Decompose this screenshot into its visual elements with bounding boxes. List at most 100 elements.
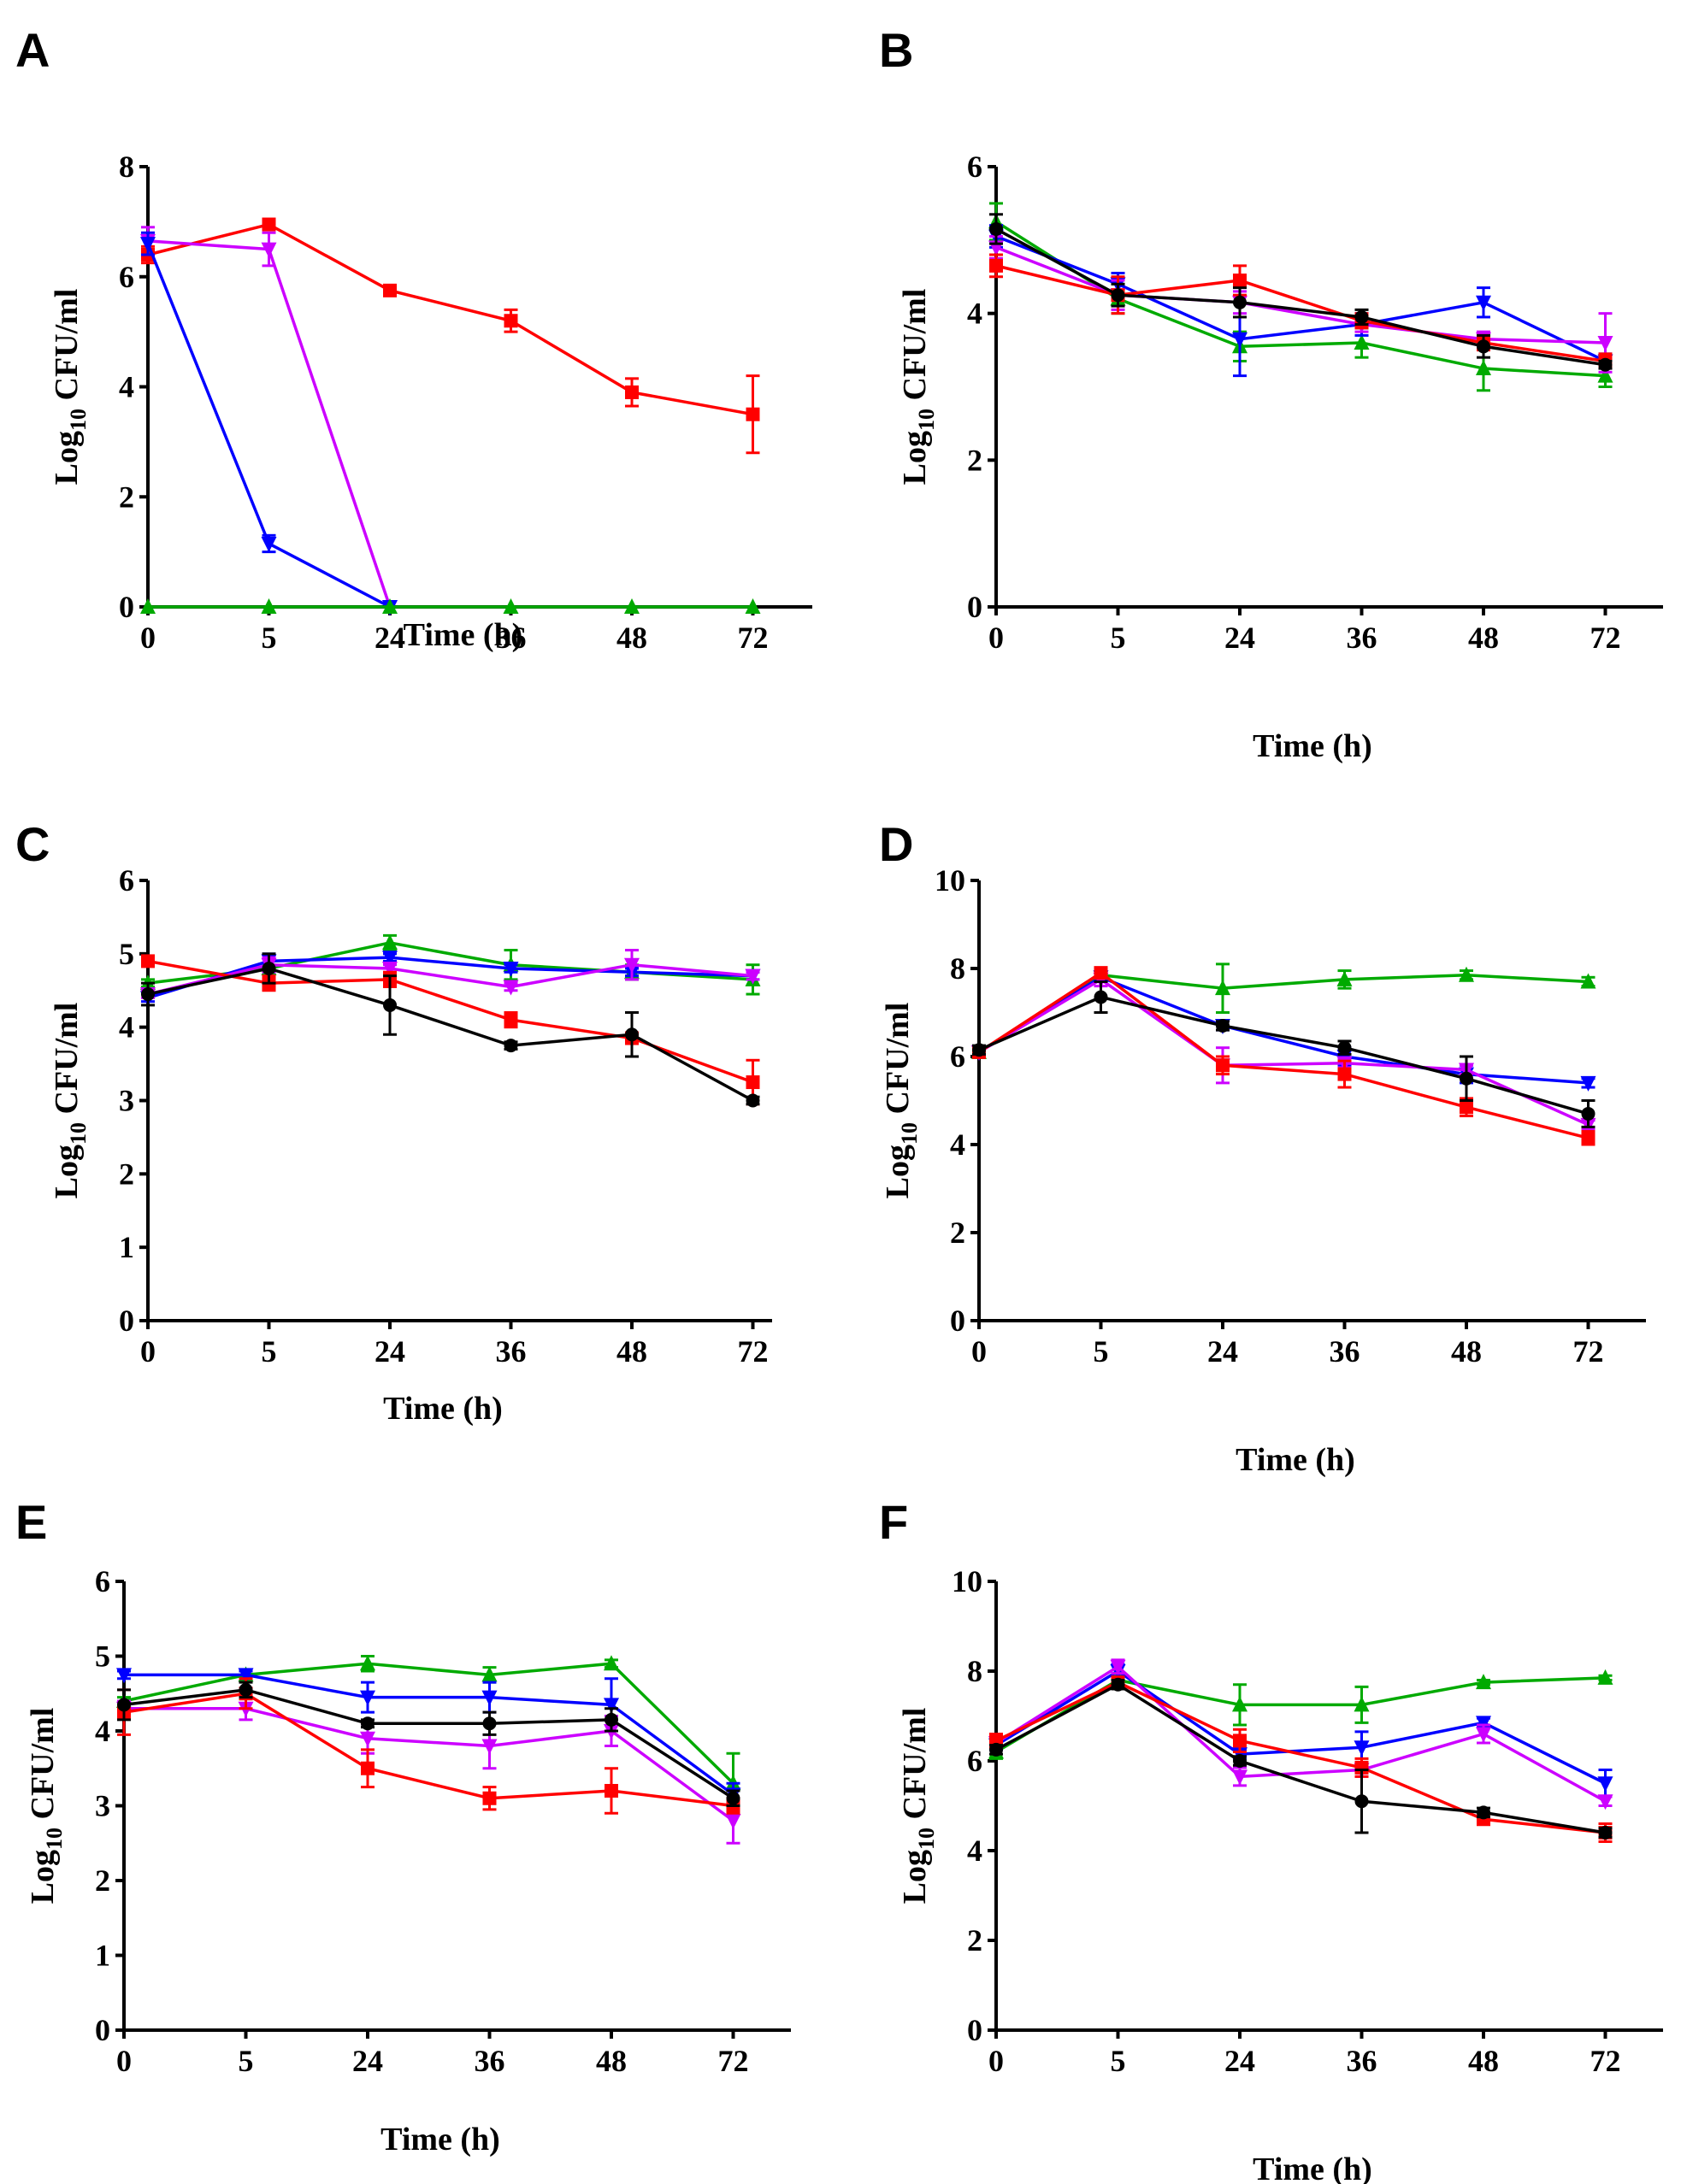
data-point xyxy=(503,980,519,996)
data-point xyxy=(140,237,156,253)
data-point xyxy=(604,1655,619,1671)
x-tick-label: 48 xyxy=(596,2044,627,2078)
y-tick-label: 10 xyxy=(935,863,965,898)
data-point xyxy=(1581,1131,1595,1145)
data-point xyxy=(481,1666,498,1682)
y-axis-title: Log10 CFU/ml xyxy=(25,1708,67,1904)
y-tick-label: 1 xyxy=(95,1939,110,1973)
x-tick-label: 72 xyxy=(718,2044,749,2078)
panel-letter: D xyxy=(879,817,913,871)
x-axis-title: Time (h) xyxy=(1253,2152,1372,2184)
data-point xyxy=(1460,1071,1473,1086)
series-5 xyxy=(117,1681,740,1807)
y-tick-label: 4 xyxy=(967,297,982,331)
series-3 xyxy=(116,1696,741,1845)
data-point xyxy=(1598,357,1613,372)
data-point xyxy=(1459,966,1474,982)
y-tick-label: 6 xyxy=(95,1564,110,1598)
x-tick-label: 72 xyxy=(1590,2044,1621,2078)
data-point xyxy=(382,951,398,967)
series-5 xyxy=(989,213,1613,372)
data-point xyxy=(1460,1100,1473,1115)
y-tick-label: 0 xyxy=(967,2013,982,2047)
data-point xyxy=(1111,1677,1125,1692)
x-tick-label: 5 xyxy=(1094,1334,1109,1369)
series-line xyxy=(995,245,1606,344)
y-tick-label: 2 xyxy=(967,1923,982,1957)
data-point xyxy=(605,1712,618,1727)
data-point xyxy=(624,957,640,974)
data-point xyxy=(262,962,276,975)
data-point xyxy=(1215,980,1230,996)
y-tick-label: 2 xyxy=(119,480,134,514)
data-point xyxy=(1354,309,1369,324)
x-tick-label: 5 xyxy=(262,621,277,655)
data-point xyxy=(1476,1674,1491,1690)
x-tick-label: 72 xyxy=(1573,1334,1604,1369)
series-1 xyxy=(988,202,1613,392)
series-2 xyxy=(971,970,1596,1092)
data-point xyxy=(1476,1727,1491,1743)
series-4 xyxy=(972,966,1595,1146)
data-point xyxy=(1216,1018,1230,1033)
x-tick-label: 24 xyxy=(1207,1334,1238,1369)
y-tick-label: 6 xyxy=(967,150,982,184)
data-point xyxy=(1580,973,1596,989)
data-point xyxy=(1597,336,1613,351)
series-line xyxy=(995,1682,1606,1834)
data-point xyxy=(1233,1734,1247,1748)
series-line xyxy=(147,967,754,1103)
data-point xyxy=(1476,1716,1491,1732)
series-line xyxy=(147,956,753,1000)
data-point xyxy=(605,1784,618,1798)
y-tick-label: 6 xyxy=(967,1744,982,1778)
data-point xyxy=(1233,274,1247,288)
y-tick-label: 8 xyxy=(950,951,965,986)
series-line xyxy=(978,995,1589,1116)
data-point xyxy=(1477,339,1490,354)
panel-letter: A xyxy=(15,23,50,77)
data-point xyxy=(1337,1067,1352,1081)
data-point xyxy=(1477,1805,1490,1820)
data-point xyxy=(1598,1826,1613,1840)
series-line xyxy=(995,220,1606,378)
data-point xyxy=(1597,1794,1613,1810)
y-tick-label: 3 xyxy=(119,1084,134,1118)
data-point xyxy=(261,242,277,258)
data-point xyxy=(1476,360,1491,376)
series-line xyxy=(978,973,1589,1054)
data-point xyxy=(261,598,277,614)
data-point xyxy=(1476,295,1491,311)
x-tick-label: 72 xyxy=(1590,621,1621,655)
x-tick-label: 5 xyxy=(1111,621,1126,655)
chart-panel-e: E 0 1 2 3 4 5 6 0 5 24 36 48 72 Time (h) Log10 CFU/ml xyxy=(15,1495,791,2158)
series-4 xyxy=(989,1675,1613,1843)
x-tick-label: 5 xyxy=(239,2044,254,2078)
data-point xyxy=(504,1039,518,1053)
series-line xyxy=(995,1669,1607,1785)
x-axis-title: Time (h) xyxy=(404,617,523,653)
chart-panel-c: C 0 1 2 3 4 5 6 0 5 24 36 48 72 Time (h) Log10 CFU/ml xyxy=(15,817,772,1427)
data-point xyxy=(383,283,397,297)
data-point xyxy=(1580,1075,1596,1092)
series-2 xyxy=(988,1663,1613,1798)
data-point xyxy=(1337,1040,1352,1055)
x-tick-label: 72 xyxy=(738,621,769,655)
data-point xyxy=(482,1716,497,1731)
y-tick-label: 4 xyxy=(119,1010,134,1045)
data-point xyxy=(1232,332,1247,348)
data-point xyxy=(1597,1669,1613,1685)
data-point xyxy=(1094,966,1108,980)
series-1 xyxy=(988,1669,1613,1760)
data-point xyxy=(989,258,1003,273)
series-line xyxy=(978,977,1590,1127)
x-tick-label: 36 xyxy=(1330,1334,1360,1369)
data-point xyxy=(141,987,155,1002)
data-point xyxy=(383,998,397,1012)
series-5 xyxy=(972,980,1595,1128)
x-tick-label: 36 xyxy=(496,1334,527,1369)
y-tick-label: 10 xyxy=(952,1564,982,1598)
y-tick-label: 8 xyxy=(119,150,134,184)
